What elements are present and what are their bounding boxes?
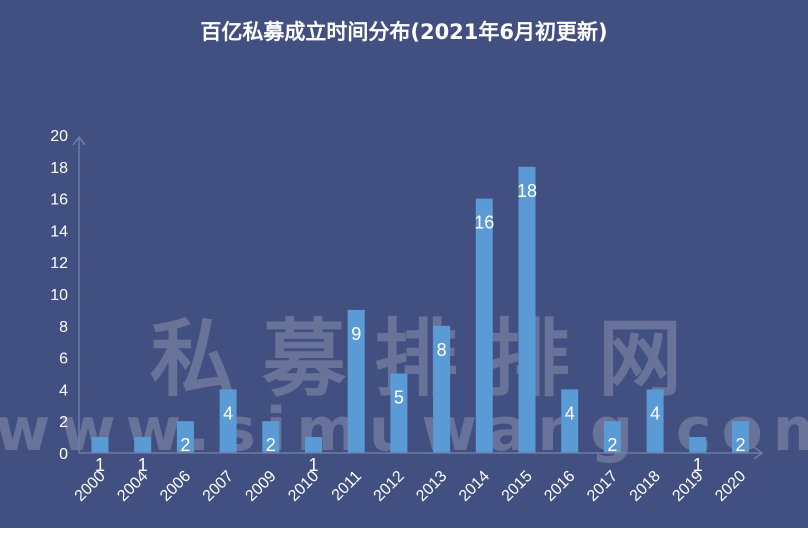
bar-2009 [262, 421, 280, 453]
bars [91, 166, 749, 454]
data-label: 4 [223, 403, 233, 423]
y-tick-label: 8 [59, 319, 68, 336]
bar-2017 [603, 421, 621, 453]
data-label: 1 [308, 455, 318, 475]
y-axis-ticks: 0 2 4 6 8 10 12 14 16 18 20 [50, 128, 68, 463]
data-label: 1 [693, 455, 703, 475]
x-tick-label: 2013 [413, 468, 450, 505]
chart-title: 百亿私募成立时间分布(2021年6月初更新) [200, 20, 608, 44]
y-tick-label: 6 [59, 351, 68, 368]
x-tick-label: 2014 [456, 468, 493, 505]
data-label: 4 [650, 403, 660, 423]
x-tick-label: 2007 [200, 468, 237, 505]
y-tick-label: 2 [59, 414, 68, 431]
bar-2000 [91, 437, 109, 453]
x-tick-label: 2016 [541, 468, 578, 505]
x-tick-label: 2006 [157, 468, 194, 505]
axes [72, 135, 764, 460]
bar-2016 [561, 389, 579, 453]
bar-2019 [689, 437, 707, 453]
x-tick-label: 2009 [242, 468, 279, 505]
y-tick-label: 10 [50, 287, 68, 304]
watermark-cn: 私募排排网 [150, 310, 710, 408]
bar-2006 [176, 421, 194, 453]
data-label: 9 [351, 324, 361, 344]
data-label: 5 [394, 388, 404, 408]
bar-2014 [475, 198, 493, 453]
data-label: 4 [565, 403, 575, 423]
bar-2020 [732, 421, 749, 453]
data-label: 1 [138, 455, 148, 475]
data-label: 16 [474, 213, 494, 233]
data-label: 2 [607, 435, 617, 455]
x-tick-label: 2015 [499, 468, 536, 505]
x-tick-label: 2018 [627, 468, 664, 505]
x-tick-label: 2020 [712, 468, 749, 505]
y-tick-label: 12 [50, 255, 68, 272]
data-labels: 1 1 2 4 2 1 9 5 8 16 18 4 2 4 1 2 [95, 181, 746, 475]
bar-2012 [390, 373, 408, 453]
bar-2007 [219, 389, 237, 453]
x-axis-arrow-icon [753, 446, 764, 460]
bar-2018 [646, 389, 664, 453]
bar-2013 [433, 325, 451, 453]
bar-2011 [347, 309, 365, 453]
data-label: 2 [735, 435, 745, 455]
y-tick-label: 0 [59, 446, 68, 463]
data-label: 1 [95, 455, 105, 475]
x-tick-label: 2012 [371, 468, 408, 505]
y-tick-label: 18 [50, 160, 68, 177]
x-tick-label: 2017 [584, 468, 621, 505]
y-tick-label: 4 [59, 382, 68, 399]
bar-2015 [518, 166, 536, 454]
x-tick-label: 2011 [329, 468, 365, 504]
y-tick-label: 16 [50, 192, 68, 209]
x-axis-ticks: 2000 2004 2006 2007 2009 2010 2011 2012 2013 2014… [72, 468, 750, 505]
data-label: 2 [180, 435, 190, 455]
y-axis-arrow-icon [72, 135, 86, 146]
y-tick-label: 14 [50, 223, 68, 240]
data-label: 2 [266, 435, 276, 455]
data-label: 8 [437, 340, 447, 360]
bar-2004 [134, 437, 152, 453]
bar-2010 [305, 437, 322, 453]
y-tick-label: 20 [50, 128, 68, 145]
data-label: 18 [517, 181, 537, 201]
